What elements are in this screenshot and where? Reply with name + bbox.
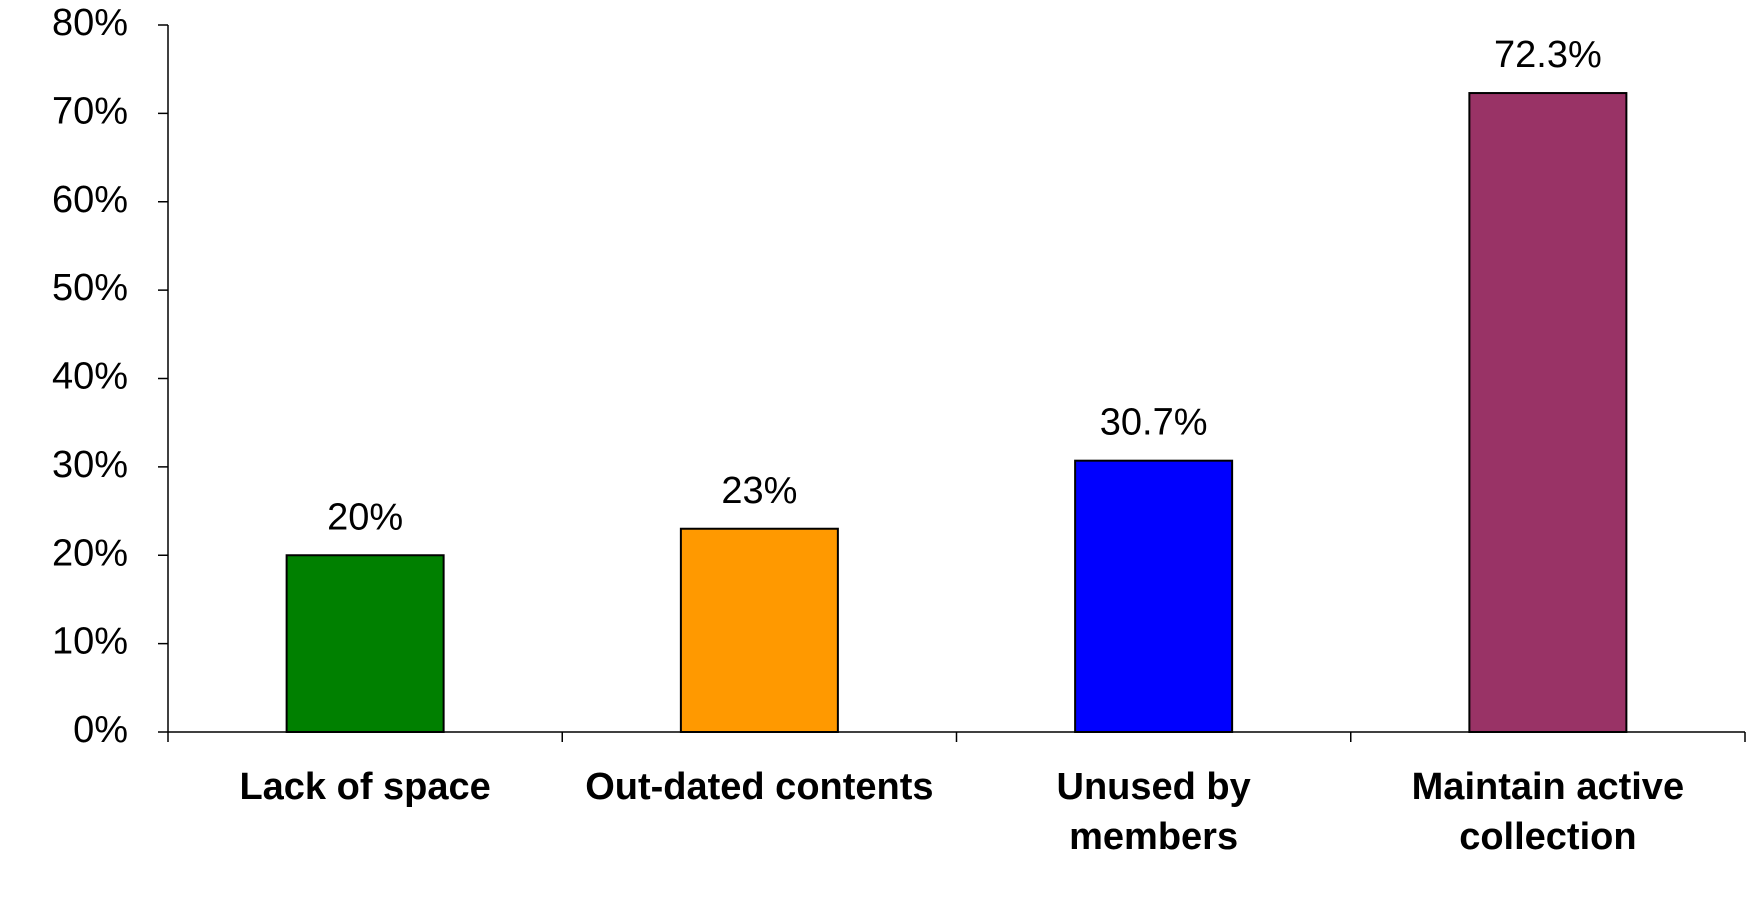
x-tick-label: Out-dated contents (585, 766, 934, 808)
y-tick-label: 30% (52, 444, 128, 486)
y-tick-label: 70% (52, 90, 128, 132)
y-tick-label: 50% (52, 267, 128, 309)
y-tick-label: 80% (52, 2, 128, 44)
bar (679, 527, 839, 733)
y-tick-label: 0% (73, 709, 128, 751)
data-label: 30.7% (1100, 402, 1208, 444)
bar (1468, 92, 1628, 733)
bar (1074, 459, 1234, 733)
data-label: 20% (327, 496, 403, 538)
x-tick-label: Lack of space (239, 766, 491, 808)
y-tick-label: 20% (52, 532, 128, 574)
x-tick-label: Unused by members (1056, 766, 1251, 858)
x-tick-label: Maintain active collection (1411, 766, 1685, 858)
y-tick-label: 60% (52, 179, 128, 221)
data-label: 23% (721, 470, 797, 512)
data-label: 72.3% (1494, 34, 1602, 76)
y-tick-label: 40% (52, 356, 128, 398)
y-tick-label: 10% (52, 621, 128, 663)
bar (285, 554, 445, 733)
